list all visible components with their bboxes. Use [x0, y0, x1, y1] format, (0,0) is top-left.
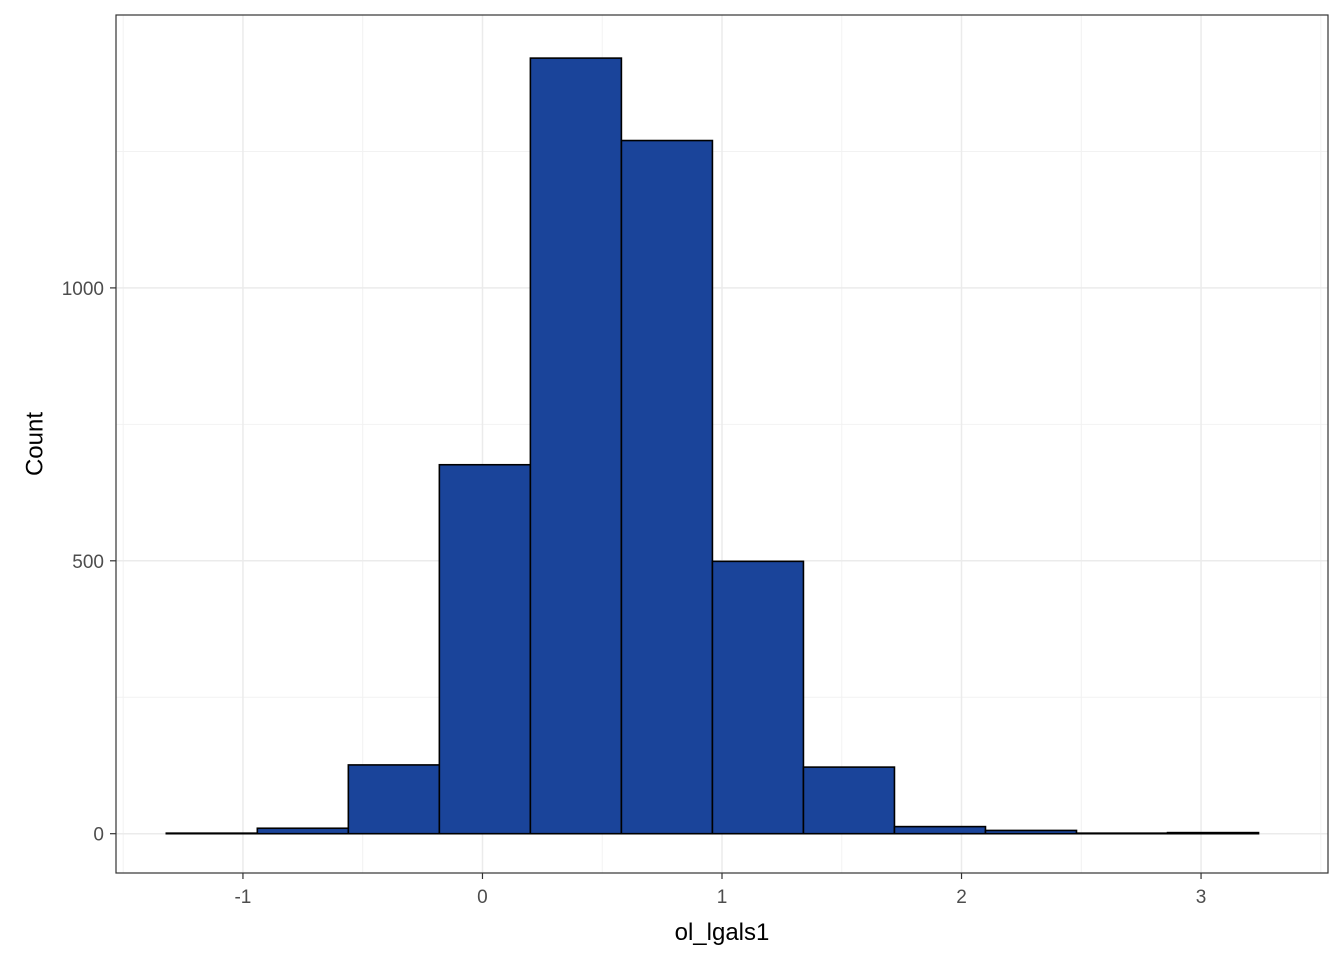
histogram-bar — [165, 832, 259, 835]
histogram-bar — [347, 764, 441, 835]
y-tick-label: 500 — [72, 552, 104, 573]
histogram-bar — [620, 139, 714, 835]
histogram-bar — [1075, 832, 1169, 835]
histogram-bar — [1166, 831, 1260, 835]
x-tick-label: -1 — [234, 887, 251, 908]
histogram-bar — [256, 827, 350, 835]
y-axis-ticks: 0 500 1000 — [62, 279, 116, 846]
x-axis-title: ol_lgals1 — [675, 919, 770, 946]
x-tick-label: 3 — [1196, 887, 1207, 908]
y-tick-label: 1000 — [62, 279, 104, 300]
x-tick-label: 1 — [717, 887, 728, 908]
histogram-bar — [529, 57, 623, 835]
y-axis-title: Count — [21, 412, 48, 476]
bars — [165, 57, 1260, 835]
y-tick-label: 0 — [93, 825, 104, 846]
x-tick-label: 2 — [956, 887, 967, 908]
x-tick-label: 0 — [477, 887, 488, 908]
histogram-bar — [802, 766, 896, 835]
histogram-bar — [893, 825, 987, 835]
histogram-bar — [438, 463, 532, 835]
histogram-bar — [711, 560, 805, 835]
histogram-bar — [984, 829, 1078, 835]
x-axis-ticks: -1 0 1 2 3 — [234, 873, 1206, 908]
